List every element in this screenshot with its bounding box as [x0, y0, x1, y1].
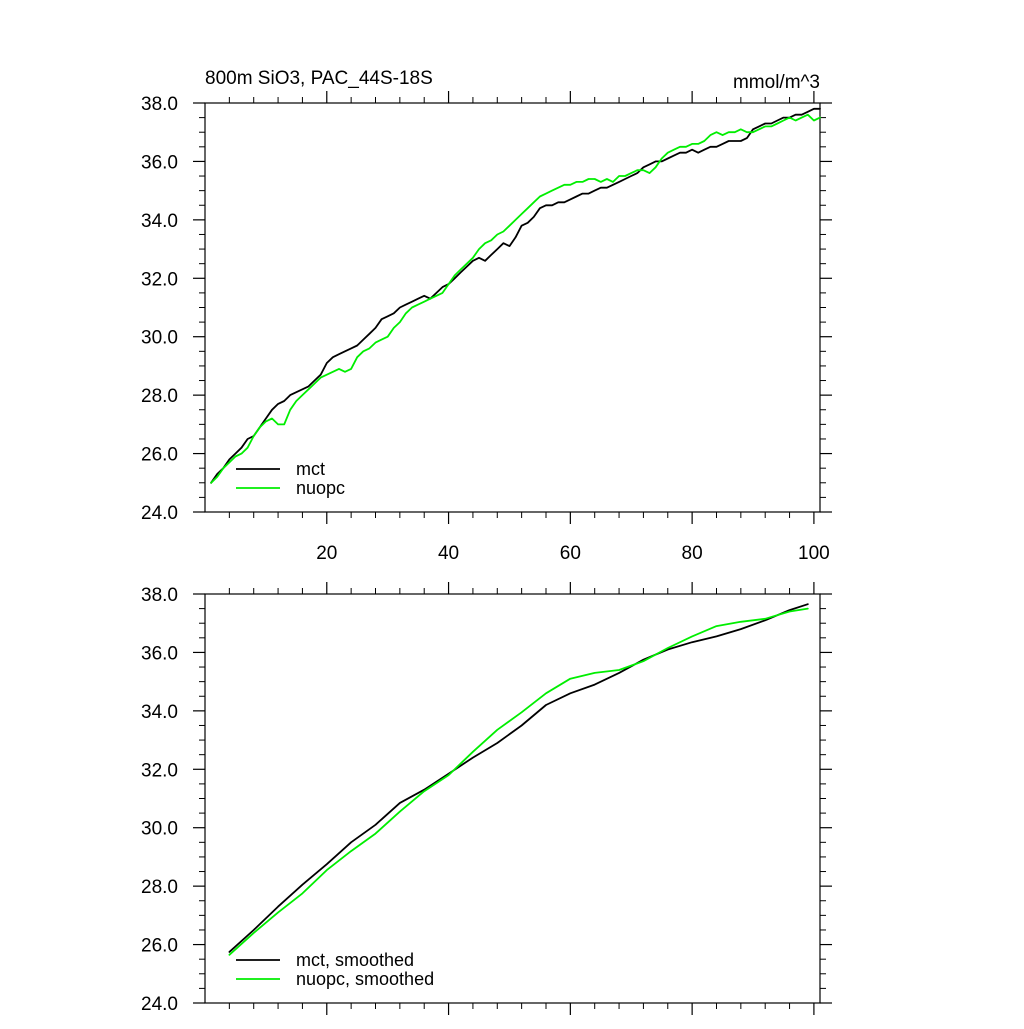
y-tick-label: 30.0 [141, 819, 178, 840]
bottom-panel: 24.0 26.0 28.0 30.0 32.0 34.0 36.0 38.0 mct, smo… [141, 582, 832, 1015]
top-panel: 24.0 26.0 28.0 30.0 32.0 34.0 36.0 38.0 20 40 60 80… [141, 91, 832, 564]
y-tick-label: 24.0 [141, 994, 178, 1015]
series-line-mct-smoothed [228, 603, 809, 953]
x-tick-label: 100 [798, 543, 830, 564]
legend-label: mct [296, 459, 325, 479]
y-tick-label: 26.0 [141, 445, 178, 466]
y-tick-label: 38.0 [141, 94, 178, 115]
x-tick-label: 40 [438, 543, 459, 564]
series-line-nuopc-smoothed [228, 607, 809, 956]
units-label: mmol/m^3 [733, 72, 820, 93]
y-tick-label: 28.0 [141, 877, 178, 898]
legend-label: mct, smoothed [296, 950, 414, 970]
y-tick-label: 34.0 [141, 702, 178, 723]
y-tick-label: 38.0 [141, 585, 178, 606]
series-line-mct [210, 107, 821, 484]
y-tick-label: 32.0 [141, 760, 178, 781]
chart-title: 800m SiO3, PAC_44S-18S [205, 68, 433, 89]
y-tick-label: 30.0 [141, 328, 178, 349]
legend-label: nuopc [296, 478, 345, 498]
x-tick-label: 80 [682, 543, 703, 564]
legend-label: nuopc, smoothed [296, 969, 434, 989]
y-tick-label: 24.0 [141, 503, 178, 524]
y-tick-label: 36.0 [141, 152, 178, 173]
y-tick-label: 32.0 [141, 269, 178, 290]
series-line-nuopc [210, 113, 821, 484]
y-tick-label: 26.0 [141, 936, 178, 957]
y-tick-label: 34.0 [141, 211, 178, 232]
x-tick-label: 20 [316, 543, 337, 564]
x-tick-label: 60 [560, 543, 581, 564]
y-tick-label: 28.0 [141, 386, 178, 407]
y-tick-label: 36.0 [141, 643, 178, 664]
